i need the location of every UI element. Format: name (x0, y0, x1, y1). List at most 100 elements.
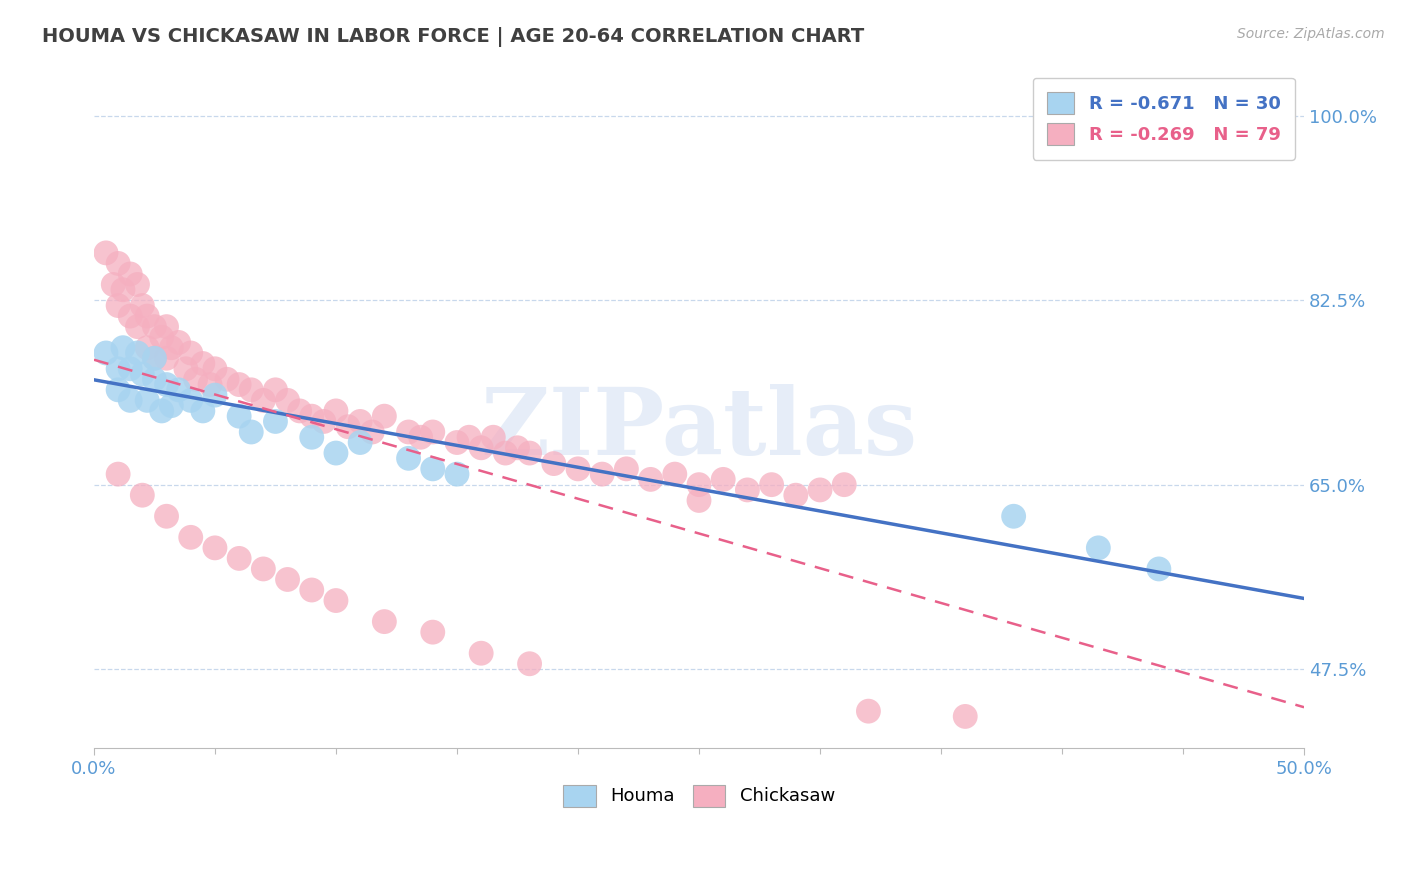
Point (204, 361, 226, 376)
Point (127, 277, 149, 292)
Point (494, 446, 516, 460)
Point (288, 404, 311, 418)
Point (482, 430, 505, 444)
Point (1147, 562, 1170, 576)
Point (143, 319, 166, 334)
Point (240, 383, 263, 397)
Point (204, 541, 226, 555)
Point (127, 346, 149, 360)
Point (94, 346, 117, 360)
Point (120, 393, 142, 408)
Text: HOUMA VS CHICKASAW IN LABOR FORCE | AGE 20-64 CORRELATION CHART: HOUMA VS CHICKASAW IN LABOR FORCE | AGE … (42, 27, 865, 46)
Point (191, 404, 214, 418)
Point (409, 430, 432, 444)
Point (398, 425, 420, 439)
Point (543, 457, 565, 471)
Point (458, 430, 481, 444)
Legend: Houma, Chickasaw: Houma, Chickasaw (555, 777, 842, 814)
Point (180, 393, 202, 408)
Point (155, 351, 177, 366)
Point (858, 704, 880, 718)
Point (616, 462, 638, 476)
Point (325, 593, 347, 607)
Point (373, 409, 395, 424)
Point (143, 351, 166, 366)
Point (1002, 509, 1025, 524)
Point (127, 319, 149, 334)
Point (228, 377, 250, 392)
Point (174, 361, 197, 376)
Point (349, 414, 371, 428)
Point (567, 462, 589, 476)
Point (111, 341, 134, 355)
Point (808, 483, 831, 497)
Point (711, 472, 734, 486)
Point (180, 530, 202, 544)
Text: ZIPatlas: ZIPatlas (481, 384, 918, 474)
Point (103, 277, 125, 292)
Point (301, 409, 323, 424)
Point (688, 477, 710, 491)
Point (136, 309, 159, 323)
Point (519, 657, 541, 671)
Point (131, 367, 153, 381)
Point (277, 573, 299, 587)
Point (1087, 541, 1109, 555)
Point (191, 357, 214, 371)
Point (155, 509, 177, 524)
Point (325, 446, 347, 460)
Point (167, 335, 190, 350)
Point (228, 551, 250, 566)
Point (150, 404, 173, 418)
Point (180, 346, 202, 360)
Point (107, 467, 129, 482)
Point (155, 377, 177, 392)
Point (198, 377, 221, 392)
Point (150, 330, 173, 344)
Point (111, 283, 134, 297)
Text: Source: ZipAtlas.com: Source: ZipAtlas.com (1237, 27, 1385, 41)
Point (252, 562, 274, 576)
Point (422, 625, 444, 640)
Point (955, 709, 977, 723)
Point (215, 372, 238, 386)
Point (737, 483, 759, 497)
Point (160, 341, 183, 355)
Point (398, 451, 420, 466)
Point (312, 414, 335, 428)
Point (785, 488, 807, 502)
Point (470, 646, 492, 660)
Point (301, 430, 323, 444)
Point (120, 309, 142, 323)
Point (506, 441, 529, 455)
Point (107, 383, 129, 397)
Point (277, 393, 299, 408)
Point (136, 341, 159, 355)
Point (337, 419, 360, 434)
Point (228, 409, 250, 424)
Point (143, 351, 166, 366)
Point (131, 488, 153, 502)
Point (120, 267, 142, 281)
Point (143, 372, 166, 386)
Point (361, 425, 384, 439)
Point (252, 393, 274, 408)
Point (131, 299, 153, 313)
Point (107, 299, 129, 313)
Point (422, 462, 444, 476)
Point (688, 493, 710, 508)
Point (664, 467, 686, 482)
Point (519, 446, 541, 460)
Point (240, 425, 263, 439)
Point (184, 372, 207, 386)
Point (422, 425, 444, 439)
Point (301, 582, 323, 597)
Point (264, 383, 287, 397)
Point (470, 441, 492, 455)
Point (349, 435, 371, 450)
Point (107, 361, 129, 376)
Point (167, 383, 190, 397)
Point (94, 246, 117, 260)
Point (204, 388, 226, 402)
Point (761, 477, 783, 491)
